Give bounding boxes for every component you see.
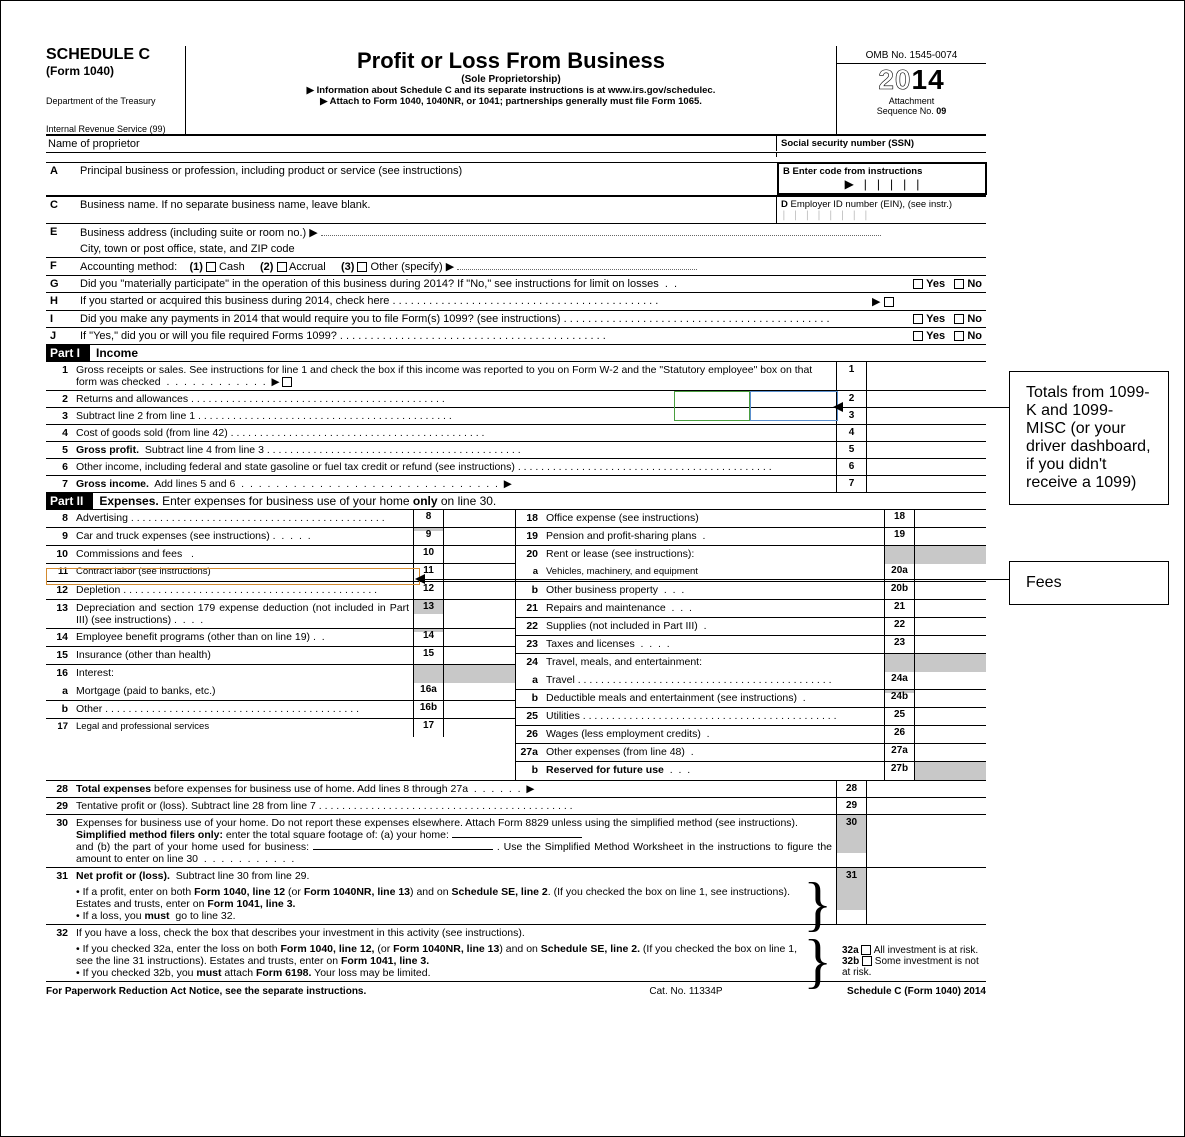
footer: For Paperwork Reduction Act Notice, see … bbox=[46, 981, 986, 997]
line-e-text-1: Business address (including suite or roo… bbox=[76, 224, 986, 241]
expenses-right-col: 18Office expense (see instructions)18 19… bbox=[516, 510, 986, 780]
line-b-box: B Enter code from instructions ▶ | | | |… bbox=[777, 162, 987, 195]
line-i-yes[interactable] bbox=[913, 314, 923, 324]
line-g-no[interactable] bbox=[954, 279, 964, 289]
line-a-row: A Principal business or profession, incl… bbox=[46, 163, 986, 197]
line-1-amount[interactable] bbox=[867, 362, 986, 390]
line-c-row: C Business name. If no separate business… bbox=[46, 197, 986, 224]
line-a-text: Principal business or profession, includ… bbox=[76, 163, 777, 179]
line-i-no[interactable] bbox=[954, 314, 964, 324]
expenses-section: 8Advertising8 9Car and truck expenses (s… bbox=[46, 510, 986, 780]
line-h-row: H If you started or acquired this busine… bbox=[46, 293, 986, 311]
line-h-check[interactable] bbox=[884, 297, 894, 307]
dept-line-1: Department of the Treasury bbox=[46, 96, 179, 106]
part-1-title: Income bbox=[90, 345, 144, 361]
dept-line-2: Internal Revenue Service (99) bbox=[46, 124, 179, 134]
arrow-1 bbox=[839, 407, 1009, 408]
line-j-row: J If "Yes," did you or will you file req… bbox=[46, 328, 986, 344]
brace-icon: } bbox=[803, 948, 832, 975]
line-f-row: F Accounting method: (1) Cash (2) Accrua… bbox=[46, 258, 986, 276]
schedule-title: SCHEDULE C bbox=[46, 46, 179, 64]
arrow-head-2 bbox=[415, 574, 425, 584]
income-line-4: 4Cost of goods sold (from line 42)4 bbox=[46, 425, 986, 442]
schedule-c-form: SCHEDULE C (Form 1040) Department of the… bbox=[46, 46, 986, 997]
income-line-7: 7Gross income. Add lines 5 and 6 . . . .… bbox=[46, 476, 986, 492]
cash-checkbox[interactable] bbox=[206, 262, 216, 272]
line-j-yes[interactable] bbox=[913, 331, 923, 341]
line-g-yes[interactable] bbox=[913, 279, 923, 289]
form-number: (Form 1040) bbox=[46, 64, 179, 78]
line-29: 29Tentative profit or (loss). Subtract l… bbox=[46, 798, 986, 815]
line-a-letter: A bbox=[46, 163, 76, 179]
part-2-header: Part II Expenses. Enter expenses for bus… bbox=[46, 492, 986, 510]
name-row: Name of proprietor Social security numbe… bbox=[46, 136, 986, 153]
line-e-row-2: City, town or post office, state, and ZI… bbox=[46, 241, 986, 258]
omb-number: OMB No. 1545-0074 bbox=[837, 48, 986, 64]
info-line-2: ▶ Attach to Form 1040, 1040NR, or 1041; … bbox=[192, 96, 830, 107]
line-e-text-2: City, town or post office, state, and ZI… bbox=[76, 241, 986, 257]
brace-icon: } bbox=[803, 891, 832, 918]
footer-left: For Paperwork Reduction Act Notice, see … bbox=[46, 986, 586, 997]
line-28: 28Total expenses before expenses for bus… bbox=[46, 781, 986, 798]
arrow-2 bbox=[421, 579, 1009, 580]
income-line-2: 2Returns and allowances2 bbox=[46, 391, 986, 408]
form-header: SCHEDULE C (Form 1040) Department of the… bbox=[46, 46, 986, 136]
accrual-checkbox[interactable] bbox=[277, 262, 287, 272]
annotation-fees: Fees bbox=[1009, 561, 1169, 605]
name-label: Name of proprietor bbox=[46, 136, 776, 152]
footer-right: Schedule C (Form 1040) 2014 bbox=[786, 986, 986, 997]
line-c-letter: C bbox=[46, 197, 76, 213]
header-left: SCHEDULE C (Form 1040) Department of the… bbox=[46, 46, 186, 134]
expenses-left-col: 8Advertising8 9Car and truck expenses (s… bbox=[46, 510, 516, 780]
part-2-label: Part II bbox=[46, 493, 93, 509]
line-j-no[interactable] bbox=[954, 331, 964, 341]
info-line-1: ▶ Information about Schedule C and its s… bbox=[192, 85, 830, 96]
line-i-row: I Did you make any payments in 2014 that… bbox=[46, 311, 986, 328]
form-subtitle: (Sole Proprietorship) bbox=[192, 74, 830, 85]
line-31: 31 Net profit or (loss). Subtract line 3… bbox=[46, 868, 986, 925]
line-c-text: Business name. If no separate business n… bbox=[76, 197, 776, 213]
page-canvas: SCHEDULE C (Form 1040) Department of the… bbox=[0, 0, 1185, 1137]
income-line-5: 5Gross profit. Subtract line 4 from line… bbox=[46, 442, 986, 459]
line-g-row: G Did you "materially participate" in th… bbox=[46, 276, 986, 293]
income-line-3: 3Subtract line 2 from line 13 bbox=[46, 408, 986, 425]
line-f-content: Accounting method: (1) Cash (2) Accrual … bbox=[76, 258, 986, 275]
income-line-1: 1 Gross receipts or sales. See instructi… bbox=[46, 362, 986, 391]
line-e-row-1: E Business address (including suite or r… bbox=[46, 224, 986, 241]
income-line-6: 6Other income, including federal and sta… bbox=[46, 459, 986, 476]
sequence-number: Sequence No. 09 bbox=[837, 106, 986, 116]
line-30: 30 Expenses for business use of your hom… bbox=[46, 815, 986, 868]
part-1-header: Part I Income bbox=[46, 344, 986, 362]
form-title: Profit or Loss From Business bbox=[192, 48, 830, 74]
part-1-label: Part I bbox=[46, 345, 90, 361]
line-32: 32 If you have a loss, check the box tha… bbox=[46, 925, 986, 981]
line-32b-check[interactable] bbox=[862, 956, 872, 966]
part-2-title: Expenses. Enter expenses for business us… bbox=[93, 493, 502, 509]
other-checkbox[interactable] bbox=[357, 262, 367, 272]
header-right: OMB No. 1545-0074 2014 Attachment Sequen… bbox=[836, 46, 986, 134]
header-center: Profit or Loss From Business (Sole Propr… bbox=[186, 46, 836, 134]
footer-mid: Cat. No. 11334P bbox=[586, 986, 786, 997]
tax-year: 2014 bbox=[837, 66, 986, 94]
annotation-1099: Totals from 1099-K and 1099-MISC (or you… bbox=[1009, 371, 1169, 505]
arrow-head-1 bbox=[833, 402, 843, 412]
line-f-letter: F bbox=[46, 258, 76, 274]
line-d-box: D Employer ID number (EIN), (see instr.)… bbox=[776, 197, 986, 223]
ssn-label: Social security number (SSN) bbox=[776, 136, 986, 151]
line-e-letter: E bbox=[46, 224, 76, 240]
attachment-label: Attachment bbox=[837, 96, 986, 106]
line-32a-check[interactable] bbox=[861, 945, 871, 955]
line-1-check[interactable] bbox=[282, 377, 292, 387]
